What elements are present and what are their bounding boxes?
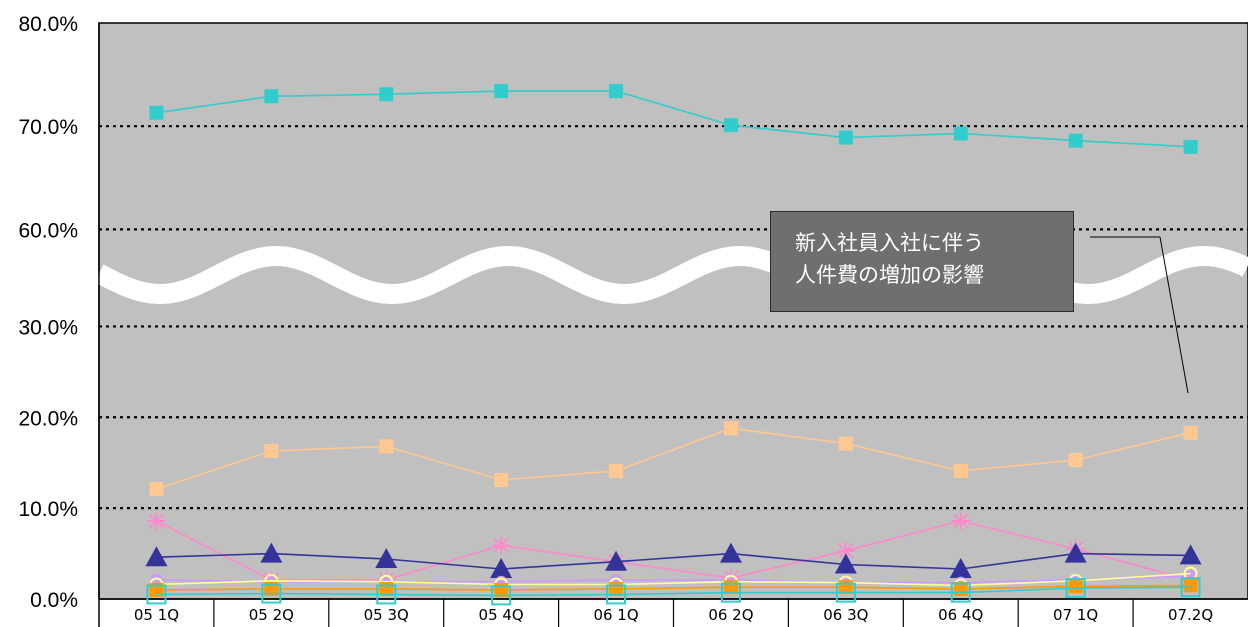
x-tick-label: 07 1Q — [1053, 606, 1098, 624]
series-line — [156, 572, 1191, 587]
data-point — [838, 436, 853, 451]
data-point — [379, 87, 394, 102]
y-tick-label: 0.0% — [30, 589, 78, 612]
y-tick-label: 30.0% — [18, 316, 78, 339]
data-point — [606, 584, 627, 605]
x-tick-label: 07.2Q — [1168, 606, 1213, 624]
x-tick-label: 06 3Q — [823, 606, 868, 624]
series-1 — [149, 84, 1198, 154]
x-tick-label: 05 3Q — [364, 606, 409, 624]
data-point — [834, 553, 857, 574]
series-line — [156, 90, 1191, 148]
series-2 — [149, 421, 1198, 497]
x-tick-label: 05 1Q — [134, 606, 179, 624]
data-point — [950, 582, 971, 603]
y-tick-label: 70.0% — [18, 116, 78, 139]
series-4 — [145, 542, 1202, 579]
data-point — [951, 511, 970, 530]
data-point — [1183, 578, 1198, 593]
data-point — [1180, 577, 1201, 598]
y-tick-label: 60.0% — [18, 219, 78, 242]
x-tick-label: 06 2Q — [708, 606, 753, 624]
annotation-leader-line-diagonal — [1159, 236, 1189, 394]
data-point — [490, 558, 513, 579]
x-tick-label: 06 4Q — [938, 606, 983, 624]
data-point — [953, 126, 968, 141]
y-tick-label: 80.0% — [18, 13, 78, 36]
annotation-box: 新入社員入社に伴う 人件費の増加の影響 — [770, 211, 1074, 312]
data-point — [1068, 452, 1083, 467]
data-point — [720, 582, 741, 603]
data-point — [836, 541, 855, 560]
data-point — [609, 463, 624, 478]
series-line — [156, 427, 1191, 490]
data-point — [723, 421, 738, 436]
x-tick-label: 06 1Q — [593, 606, 638, 624]
series-8 — [146, 577, 1201, 606]
plot-area — [98, 22, 1248, 600]
data-point — [260, 542, 283, 563]
data-point — [149, 482, 164, 497]
data-point — [261, 583, 282, 604]
y-tick-label: 10.0% — [18, 498, 78, 521]
category-separators — [213, 599, 1134, 627]
data-point — [835, 582, 856, 603]
data-point — [494, 472, 509, 487]
data-point — [376, 584, 397, 605]
data-point — [1068, 579, 1083, 594]
x-tick-label: 05 4Q — [479, 606, 524, 624]
data-point — [147, 511, 166, 530]
data-point — [264, 443, 279, 458]
data-point — [1179, 544, 1202, 565]
x-tick-label: 05 2Q — [249, 606, 294, 624]
y-tick-label: 20.0% — [18, 407, 78, 430]
data-point — [949, 558, 972, 579]
gridlines — [99, 125, 1248, 510]
data-point — [609, 84, 624, 99]
data-point — [491, 585, 512, 606]
annotation-line-1: 新入社員入社に伴う — [795, 231, 984, 255]
data-point — [264, 89, 279, 104]
data-point — [719, 542, 742, 563]
data-point — [1065, 578, 1086, 599]
data-point — [494, 84, 509, 99]
data-point — [492, 536, 511, 555]
data-point — [146, 584, 167, 605]
data-point — [1068, 133, 1083, 148]
series-line — [156, 552, 1191, 570]
data-point — [149, 105, 164, 120]
data-point — [1183, 139, 1198, 154]
data-point — [1183, 425, 1198, 440]
series-line — [156, 584, 1191, 591]
data-point — [375, 548, 398, 569]
data-point — [723, 118, 738, 133]
data-point — [145, 546, 168, 567]
data-point — [953, 463, 968, 478]
series-line — [156, 586, 1191, 597]
x-tick-labels: 05 1Q 05 2Q 05 3Q 05 4Q 06 1Q 06 2Q 06 3Q 06 4Q… — [134, 606, 1213, 624]
data-point — [379, 439, 394, 454]
series-line — [156, 520, 1191, 581]
series-group — [145, 84, 1202, 606]
data-point — [1064, 542, 1087, 563]
data-point — [838, 130, 853, 145]
data-point — [605, 550, 628, 571]
y-tick-labels: 0.0% 10.0% 20.0% 30.0% 60.0% 70.0% 80.0% — [18, 13, 78, 612]
annotation-line-2: 人件費の増加の影響 — [795, 263, 984, 287]
